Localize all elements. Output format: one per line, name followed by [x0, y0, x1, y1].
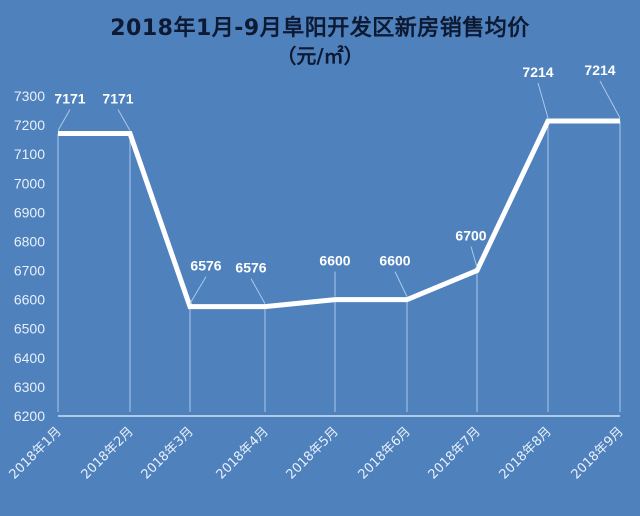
y-tick-label: 6200 — [14, 408, 45, 424]
y-tick-label: 6300 — [14, 379, 45, 395]
data-label: 7214 — [522, 64, 553, 80]
y-tick-label: 6700 — [14, 263, 45, 279]
data-label: 6700 — [455, 228, 486, 244]
y-tick-label: 6900 — [14, 204, 45, 220]
leader-line — [599, 80, 621, 119]
x-tick-label: 2018年5月 — [284, 424, 342, 482]
y-tick-label: 7000 — [14, 175, 45, 191]
data-label: 6576 — [235, 260, 266, 276]
data-label: 7171 — [102, 91, 133, 107]
x-tick-label: 2018年9月 — [569, 424, 627, 482]
y-tick-label: 6800 — [14, 233, 45, 249]
leader-line — [189, 276, 207, 304]
chart-title: 2018年1月-9月阜阳开发区新房销售均价 — [110, 16, 530, 41]
leader-line — [117, 109, 131, 131]
y-tick-label: 6500 — [14, 321, 45, 337]
x-tick-label: 2018年1月 — [7, 424, 65, 482]
leader-line — [470, 246, 478, 268]
leader-line — [57, 109, 71, 131]
data-label: 7171 — [54, 91, 85, 107]
x-tick-label: 2018年8月 — [497, 424, 555, 482]
x-tick-label: 2018年3月 — [139, 424, 197, 482]
y-tick-label: 6600 — [14, 292, 45, 308]
leader-line — [537, 82, 549, 119]
leader-line — [394, 271, 408, 297]
x-tick-label: 2018年6月 — [356, 424, 414, 482]
y-tick-label: 7100 — [14, 146, 45, 162]
data-label: 7214 — [584, 62, 615, 78]
x-tick-label: 2018年4月 — [214, 424, 272, 482]
leader-line — [250, 278, 266, 304]
data-label: 6600 — [379, 253, 410, 269]
x-tick-label: 2018年2月 — [79, 424, 137, 482]
series-line — [58, 118, 620, 310]
chart-subtitle-unit: （元/㎡） — [276, 44, 364, 68]
data-label: 6576 — [190, 258, 221, 274]
y-tick-label: 7300 — [14, 88, 45, 104]
x-tick-label: 2018年7月 — [426, 424, 484, 482]
y-tick-label: 7200 — [14, 117, 45, 133]
data-label: 6600 — [319, 253, 350, 269]
y-tick-label: 6400 — [14, 350, 45, 366]
